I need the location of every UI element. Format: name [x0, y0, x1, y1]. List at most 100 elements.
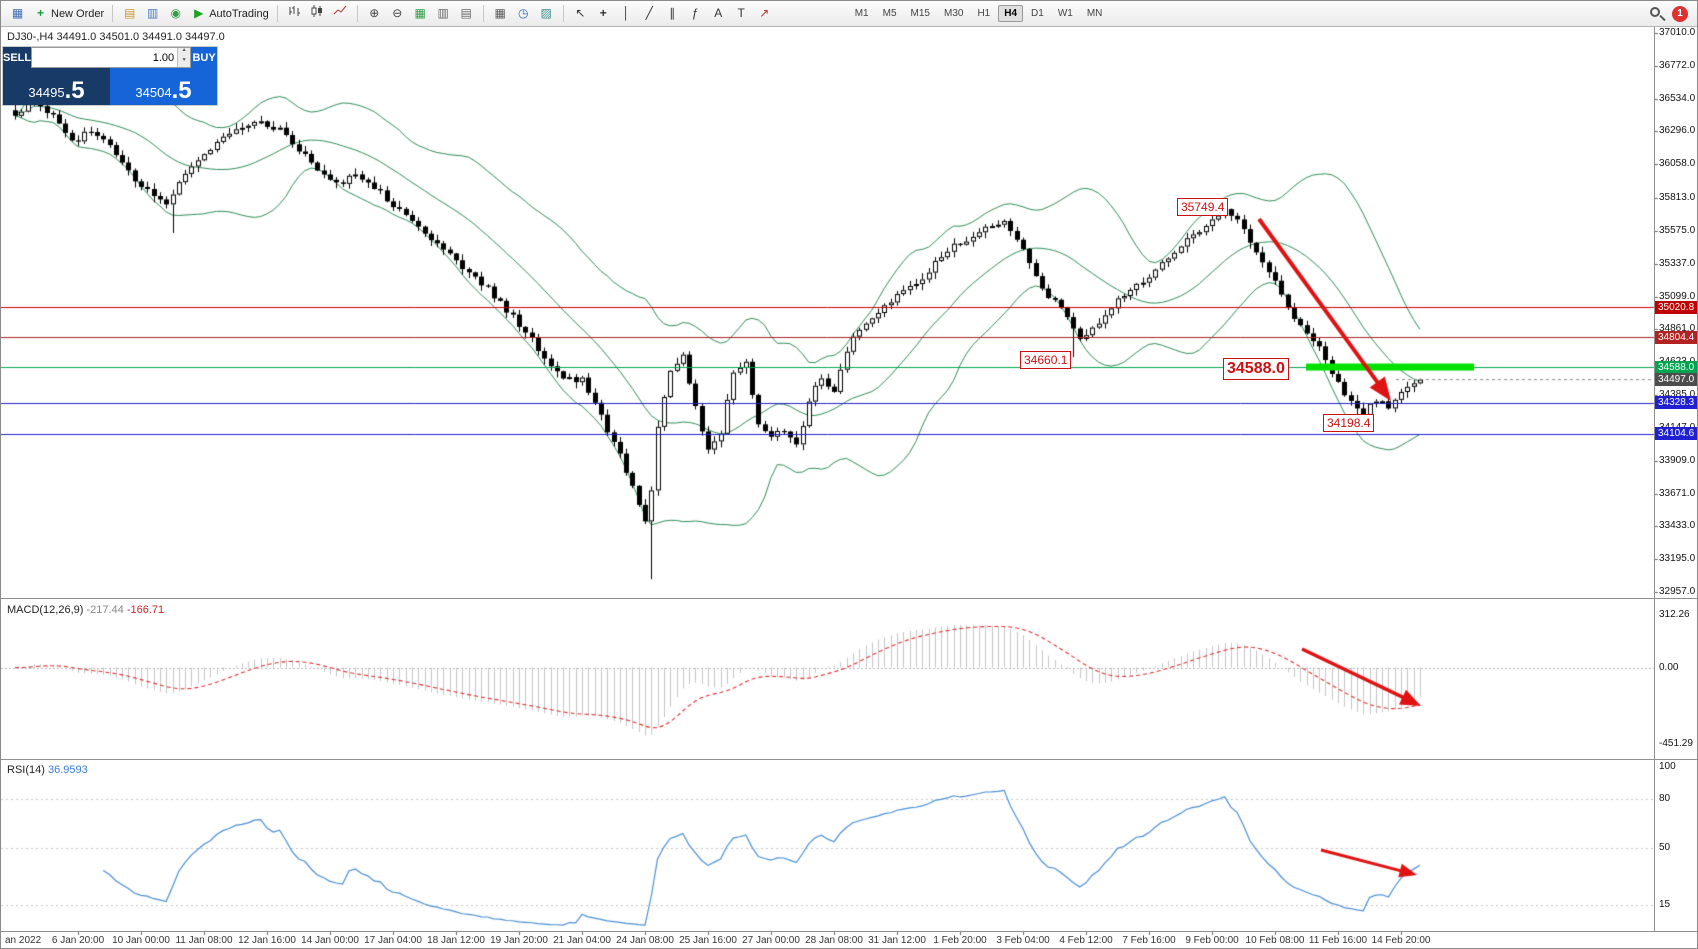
date-axis-label: 9 Feb 00:00	[1185, 935, 1239, 946]
new-chart-icon[interactable]: ▦	[489, 3, 512, 24]
price-tag[interactable]: 35020.8	[1655, 300, 1697, 314]
timeframe-h4[interactable]: H4	[998, 5, 1024, 22]
text-label-icon[interactable]: T	[730, 3, 753, 24]
price-axis-label: 37010.0	[1659, 27, 1696, 38]
price-tag[interactable]: 34497.0	[1655, 373, 1697, 387]
timeframe-mn[interactable]: MN	[1086, 8, 1103, 19]
volume-down-button[interactable]: ▼	[178, 57, 191, 67]
symbol-ohlc-info: DJ30-,H4 34491.0 34501.0 34491.0 34497.0	[7, 31, 225, 43]
objects-list-icon: ▤	[460, 6, 472, 20]
timeframe-h1[interactable]: H1	[977, 8, 991, 19]
price-tag[interactable]: 34104.6	[1655, 427, 1697, 441]
price-tag[interactable]: 34804.4	[1655, 330, 1697, 344]
new-order-icon: +	[36, 6, 44, 20]
buy-price-small: 34504	[135, 85, 172, 100]
macd-name: MACD(12,26,9)	[7, 604, 84, 616]
charts-window-icon: ▦	[11, 6, 24, 20]
rsi-indicator-label: RSI(14) 36.9593	[7, 764, 88, 776]
date-axis-label: 24 Jan 08:00	[616, 935, 674, 946]
macd-rsi-separator[interactable]	[1, 759, 1697, 760]
volume-input-wrap: ▲ ▼	[31, 47, 192, 68]
arrows-icon: ↗	[759, 6, 770, 20]
vertical-line-icon: │	[622, 6, 630, 20]
cursor-icon[interactable]: ↖	[569, 3, 592, 24]
zoom-out-icon: ⊖	[392, 6, 403, 20]
bar-chart-icon	[286, 4, 303, 23]
macd-main-value: -217.44	[86, 604, 124, 616]
sell-price[interactable]: 34495.5	[3, 68, 110, 105]
price-axis-label: 35337.0	[1659, 257, 1696, 269]
ohlc-values: 34491.0 34501.0 34491.0 34497.0	[56, 31, 225, 43]
new-order-button[interactable]: + New Order	[29, 3, 107, 24]
timeframe-m5[interactable]: M5	[882, 8, 897, 19]
date-axis-label: 27 Jan 00:00	[742, 935, 800, 946]
toolbar: ▦ + New Order ▤ ▥ ◉ ▶ AutoTrading ⊕ ⊖ ▦ ▥ ▤ ▦ ◷ ▨ ↖ + │ ╱ ∥ ƒ…	[1, 1, 1697, 27]
date-axis-label: 11 Feb 16:00	[1308, 935, 1368, 946]
price-axis-label: 33433.0	[1659, 520, 1696, 532]
price-axis-label: 36296.0	[1659, 125, 1696, 137]
buy-price-big: .5	[171, 77, 192, 104]
autotrading-button[interactable]: ▶ AutoTrading	[187, 3, 272, 24]
timeframe-m15[interactable]: M15	[910, 8, 930, 19]
date-axis-label: 19 Jan 20:00	[490, 935, 548, 946]
fibonacci-icon: ƒ	[691, 6, 699, 20]
market-watch-icon[interactable]: ▥	[141, 3, 164, 24]
arrows-icon[interactable]: ↗	[753, 3, 776, 24]
volume-up-button[interactable]: ▲	[178, 48, 191, 58]
trendline-icon[interactable]: ╱	[638, 3, 661, 24]
expert-advisors-icon: ▤	[124, 6, 136, 20]
buy-price[interactable]: 34504.5	[110, 68, 217, 105]
rsi-axis-label: 80	[1659, 793, 1671, 805]
price-annotation[interactable]: 34588.0	[1223, 358, 1289, 380]
price-tag[interactable]: 34328.3	[1655, 396, 1697, 410]
indicator-list-icon[interactable]: ▥	[432, 3, 455, 24]
text-label-icon: T	[737, 6, 745, 20]
price-annotation[interactable]: 34660.1	[1020, 351, 1072, 369]
price-axis-label: 35099.0	[1659, 290, 1696, 302]
expert-advisors-icon[interactable]: ▤	[118, 3, 141, 24]
strategy-tester-icon[interactable]: ◉	[164, 3, 187, 24]
sell-button[interactable]: SELL	[3, 47, 32, 68]
price-annotation[interactable]: 35749.4	[1177, 198, 1229, 216]
equidistant-channel-icon[interactable]: ∥	[661, 3, 684, 24]
volume-input[interactable]	[32, 48, 178, 67]
volume-spinner: ▲ ▼	[177, 48, 191, 67]
date-axis-label: an 2022	[5, 935, 42, 946]
vertical-line-icon[interactable]: │	[615, 3, 638, 24]
buy-button[interactable]: BUY	[191, 47, 217, 68]
rsi-name: RSI(14)	[7, 764, 45, 776]
tile-windows-icon[interactable]: ▦	[409, 3, 432, 24]
main-macd-separator[interactable]	[1, 598, 1697, 599]
timeframe-m1[interactable]: M1	[854, 8, 869, 19]
notification-badge[interactable]: 1	[1672, 5, 1688, 22]
line-chart-icon[interactable]	[329, 3, 352, 24]
bar-chart-icon[interactable]	[283, 3, 306, 24]
zoom-in-icon[interactable]: ⊕	[363, 3, 386, 24]
sell-price-small: 34495	[28, 85, 65, 100]
price-axis-border	[1654, 27, 1655, 931]
zoom-in-icon: ⊕	[369, 6, 380, 20]
date-axis-label: 1 Feb 20:00	[933, 935, 987, 946]
crosshair-icon[interactable]: +	[592, 3, 615, 24]
timeframe-m30[interactable]: M30	[943, 8, 964, 19]
price-annotation[interactable]: 34198.4	[1323, 414, 1375, 432]
search-icon[interactable]	[1646, 5, 1663, 22]
objects-list-icon[interactable]: ▤	[455, 3, 478, 24]
timeframe-w1[interactable]: W1	[1057, 8, 1073, 19]
price-tag[interactable]: 34588.0	[1655, 360, 1697, 374]
date-axis-label: 10 Feb 08:00	[1245, 935, 1305, 946]
timeframe-d1[interactable]: D1	[1031, 8, 1044, 19]
chart-properties-icon[interactable]: ▨	[535, 3, 558, 24]
date-axis-label: 28 Jan 08:00	[805, 935, 863, 946]
period-cycle-icon[interactable]: ◷	[512, 3, 535, 24]
autotrading-icon: ▶	[194, 6, 204, 20]
text-icon[interactable]: A	[707, 3, 730, 24]
price-axis-label: 32957.0	[1659, 586, 1696, 597]
price-axis-label: 34861.0	[1659, 323, 1696, 335]
charts-window-icon[interactable]: ▦	[6, 3, 29, 24]
zoom-out-icon[interactable]: ⊖	[386, 3, 409, 24]
toolbar-separator	[356, 5, 358, 22]
fibonacci-icon[interactable]: ƒ	[684, 3, 707, 24]
candlestick-chart-icon[interactable]	[306, 3, 329, 24]
